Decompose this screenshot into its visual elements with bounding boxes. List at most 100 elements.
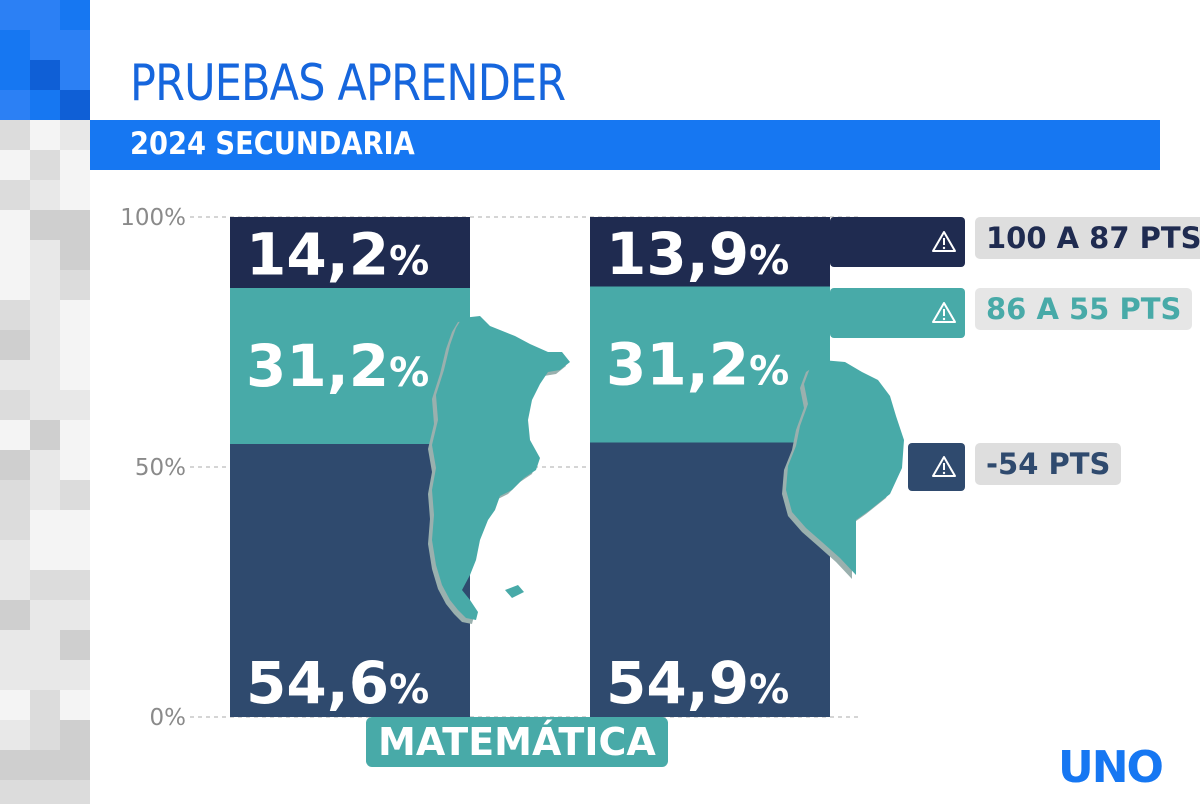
- decor-tile: [30, 420, 60, 450]
- cordoba-map-icon: [782, 360, 904, 579]
- bar-segment: [230, 288, 470, 444]
- decor-tile: [30, 150, 60, 180]
- decor-tile: [0, 210, 30, 240]
- decor-tile: [30, 60, 60, 90]
- decor-tile: [60, 360, 90, 390]
- decor-tile: [60, 450, 90, 480]
- decor-tile: [60, 120, 90, 150]
- data-label: 14,2%: [246, 221, 429, 289]
- decorative-pattern: [0, 0, 90, 804]
- decor-tile: [0, 300, 30, 330]
- decor-tile: [60, 210, 90, 240]
- legend-label-high: 100 A 87 PTS: [975, 217, 1200, 259]
- decor-tile: [30, 540, 60, 570]
- decor-tile: [0, 600, 30, 630]
- decor-tile: [0, 90, 30, 120]
- decor-tile: [0, 0, 30, 30]
- bar-segment: [230, 217, 470, 288]
- warning-icon: [932, 302, 956, 323]
- decor-tile: [30, 360, 60, 390]
- decor-tile: [60, 780, 90, 804]
- legend-swatch: [830, 217, 965, 267]
- data-label: 31,2%: [246, 332, 429, 400]
- decor-tile: [0, 330, 30, 360]
- legend-label-mid: 86 A 55 PTS: [975, 288, 1193, 330]
- decor-tile: [60, 30, 90, 60]
- decor-tile: [30, 30, 60, 60]
- warning-icon: [932, 231, 956, 252]
- subject-label: MATEMÁTICA: [366, 717, 668, 767]
- decor-tile: [0, 570, 30, 600]
- data-label: 54,6%: [246, 649, 429, 717]
- uno-logo: UNO: [1058, 742, 1164, 793]
- decor-tile: [30, 660, 60, 690]
- decor-tile: [60, 510, 90, 540]
- decor-tile: [0, 360, 30, 390]
- decor-tile: [30, 780, 60, 804]
- data-label: 54,9%: [606, 649, 789, 717]
- decor-tile: [60, 600, 90, 630]
- decor-tile: [60, 240, 90, 270]
- decor-tile: [0, 690, 30, 720]
- decor-tile: [0, 120, 30, 150]
- decor-tile: [30, 210, 60, 240]
- warning-icon: [932, 456, 956, 477]
- y-tick-label: 50%: [135, 455, 186, 481]
- decor-tile: [0, 630, 30, 660]
- decor-tile: [60, 180, 90, 210]
- decor-tile: [30, 720, 60, 750]
- page-subtitle: 2024 SECUNDARIA: [130, 126, 415, 162]
- decor-tile: [0, 180, 30, 210]
- decor-tile: [60, 150, 90, 180]
- decor-tile: [60, 270, 90, 300]
- decor-tile: [0, 390, 30, 420]
- decor-tile: [30, 390, 60, 420]
- decor-tile: [30, 0, 60, 30]
- decor-tile: [60, 480, 90, 510]
- decor-tile: [0, 750, 30, 780]
- subtitle-banner: [90, 120, 1160, 170]
- decor-tile: [60, 720, 90, 750]
- legend-label-low: -54 PTS: [975, 443, 1122, 485]
- decor-tile: [0, 240, 30, 270]
- decor-tile: [30, 510, 60, 540]
- decor-tile: [60, 690, 90, 720]
- decor-tile: [0, 720, 30, 750]
- decor-tile: [0, 780, 30, 804]
- decor-tile: [30, 450, 60, 480]
- decor-tile: [30, 90, 60, 120]
- bar-segment: [590, 286, 830, 443]
- data-label: 13,9%: [606, 220, 789, 288]
- data-label: 31,2%: [606, 331, 789, 399]
- decor-tile: [30, 300, 60, 330]
- decor-tile: [0, 420, 30, 450]
- decor-tile: [0, 30, 30, 60]
- decor-tile: [0, 60, 30, 90]
- decor-tile: [60, 300, 90, 330]
- decor-tile: [30, 120, 60, 150]
- y-tick-label: 0%: [150, 705, 187, 731]
- decor-tile: [30, 480, 60, 510]
- decor-tile: [60, 390, 90, 420]
- decor-tile: [60, 540, 90, 570]
- legend-swatch: [830, 288, 965, 338]
- decor-tile: [30, 180, 60, 210]
- bar-segment: [590, 217, 830, 287]
- decor-tile: [30, 750, 60, 780]
- page-title: PRUEBAS APRENDER: [130, 54, 566, 112]
- decor-tile: [60, 570, 90, 600]
- decor-tile: [60, 420, 90, 450]
- legend-swatch: [908, 443, 965, 491]
- decor-tile: [0, 450, 30, 480]
- decor-tile: [30, 690, 60, 720]
- decor-tile: [60, 0, 90, 30]
- decor-tile: [0, 150, 30, 180]
- argentina-map-icon: [428, 316, 570, 624]
- decor-tile: [0, 660, 30, 690]
- decor-tile: [0, 480, 30, 510]
- decor-tile: [30, 570, 60, 600]
- decor-tile: [30, 630, 60, 660]
- decor-tile: [60, 660, 90, 690]
- decor-tile: [30, 240, 60, 270]
